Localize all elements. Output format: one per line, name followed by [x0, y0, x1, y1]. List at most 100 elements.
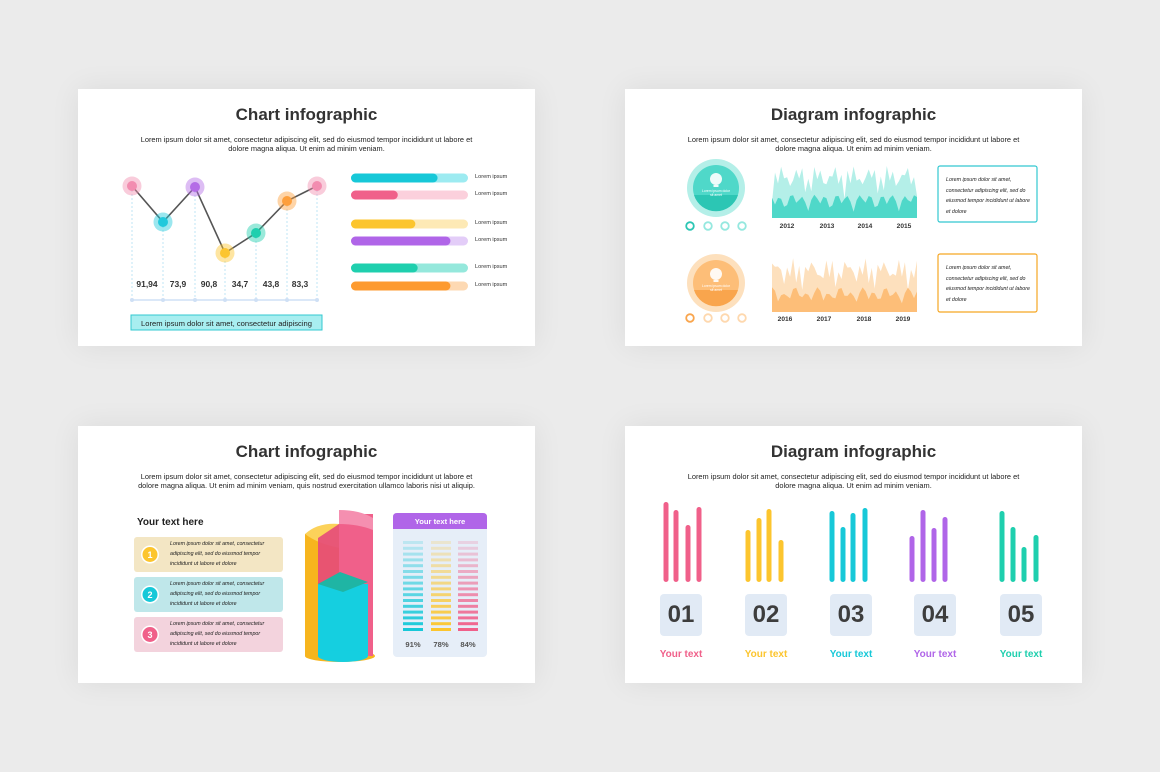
item-number: 05: [1007, 601, 1035, 628]
decor-bar: [850, 513, 856, 582]
step-dot: [720, 221, 730, 231]
stripe: [403, 552, 423, 556]
note-box: [937, 165, 1038, 223]
stripe: [403, 599, 423, 602]
stripe: [431, 575, 451, 579]
slide-text: Lorem ipsum dolor sit amet, consectetur …: [687, 135, 1020, 153]
item-label: Your text: [999, 649, 1043, 660]
badge-icon-base: [713, 280, 719, 282]
number-box: [660, 594, 702, 636]
percent-label: 91%: [405, 640, 421, 649]
item-label: Your text: [744, 649, 788, 660]
cyl-pink-side: [318, 524, 339, 586]
baseline-dot: [130, 298, 134, 302]
slide: Diagram infographic Lorem ipsum dolor sit…: [625, 426, 1082, 683]
slide: Chart infographic Lorem ipsum dolor sit a…: [78, 426, 535, 683]
step-dot: [737, 313, 747, 323]
stripe: [403, 570, 423, 573]
item-circle: [142, 587, 158, 602]
year-label: 2015: [896, 223, 912, 230]
stripe: [403, 541, 423, 544]
stripe: [431, 552, 451, 556]
cyl-cyan-top: [318, 572, 368, 592]
stripe: [458, 552, 478, 556]
stripe: [403, 575, 423, 579]
stripe: [431, 558, 451, 562]
point: [158, 217, 168, 227]
item-text: Lorem ipsum dolor sit amet, consectetur …: [170, 541, 265, 567]
decor-bar: [840, 527, 846, 582]
stripe: [458, 564, 478, 568]
item-box: [134, 537, 283, 572]
item-label: Your text: [829, 649, 873, 660]
item-number: 1: [147, 549, 153, 560]
badge-band: [694, 195, 738, 212]
stripe: [431, 564, 451, 568]
stripe: [458, 622, 478, 626]
step-dot: [685, 221, 695, 231]
panel: [393, 513, 487, 657]
year-label: 2018: [856, 316, 872, 323]
caption-box: [130, 314, 323, 331]
point: [251, 228, 261, 238]
decor-bar: [931, 528, 937, 582]
slide-title: Chart infographic: [235, 105, 378, 124]
stripe: [403, 616, 423, 620]
item-label: Your text: [659, 649, 703, 660]
stripe: [403, 587, 423, 591]
number-box: [914, 594, 956, 636]
stripe: [458, 575, 478, 579]
stripe: [403, 593, 423, 597]
bar-fill: [351, 281, 451, 291]
bar-fill: [351, 173, 438, 183]
heading: Your text here: [137, 517, 204, 528]
stripe: [431, 622, 451, 626]
point: [127, 181, 137, 191]
point: [220, 248, 230, 258]
item-text: Lorem ipsum dolor sit amet, consectetur …: [170, 621, 265, 647]
bar-fill: [351, 263, 418, 273]
stripe: [431, 628, 451, 631]
stripe: [458, 570, 478, 573]
stripe: [403, 564, 423, 568]
baseline-dot: [161, 298, 165, 302]
percent-label: 78%: [433, 640, 449, 649]
stripe: [403, 604, 423, 608]
value-label: 83,3: [291, 279, 309, 289]
item-text: Lorem ipsum dolor sit amet, consectetur …: [170, 581, 265, 607]
stripe: [431, 541, 451, 544]
stripe: [458, 587, 478, 591]
stripe: [431, 604, 451, 608]
stripe: [431, 587, 451, 591]
step-dot: [720, 313, 730, 323]
item-box: [134, 577, 283, 612]
item-number: 2: [147, 589, 153, 600]
decor-bar: [663, 502, 669, 582]
bar-fill: [351, 219, 416, 229]
cyl-pink-top: [339, 510, 373, 530]
decor-bar: [756, 518, 762, 582]
bar-label: Lorem ipsum: [475, 220, 508, 226]
badge-text: Lorem ipsum dolor sit amet: [701, 283, 731, 292]
decor-bar: [1021, 547, 1027, 582]
decor-bar: [696, 507, 702, 582]
year-label: 2019: [895, 316, 911, 323]
stripe: [431, 581, 451, 585]
slide-text: Lorem ipsum dolor sit amet, consectetur …: [687, 472, 1020, 490]
stripe: [458, 593, 478, 597]
decor-bar: [745, 530, 751, 582]
bar-label: Lorem ipsum: [475, 237, 508, 243]
decor-bar: [829, 511, 835, 582]
stripe: [431, 599, 451, 602]
slide-text: Lorem ipsum dolor sit amet, consectetur …: [138, 472, 475, 490]
area-front: [772, 194, 917, 218]
decor-bar: [766, 509, 772, 582]
slide-graphics: [134, 510, 487, 662]
badge-icon-base: [713, 185, 719, 187]
slide: Chart infographic Lorem ipsum dolor sit a…: [78, 89, 535, 346]
number-box: [830, 594, 872, 636]
badge-band: [694, 290, 738, 307]
panel-title: Your text here: [414, 517, 466, 526]
item-circle: [142, 627, 158, 642]
